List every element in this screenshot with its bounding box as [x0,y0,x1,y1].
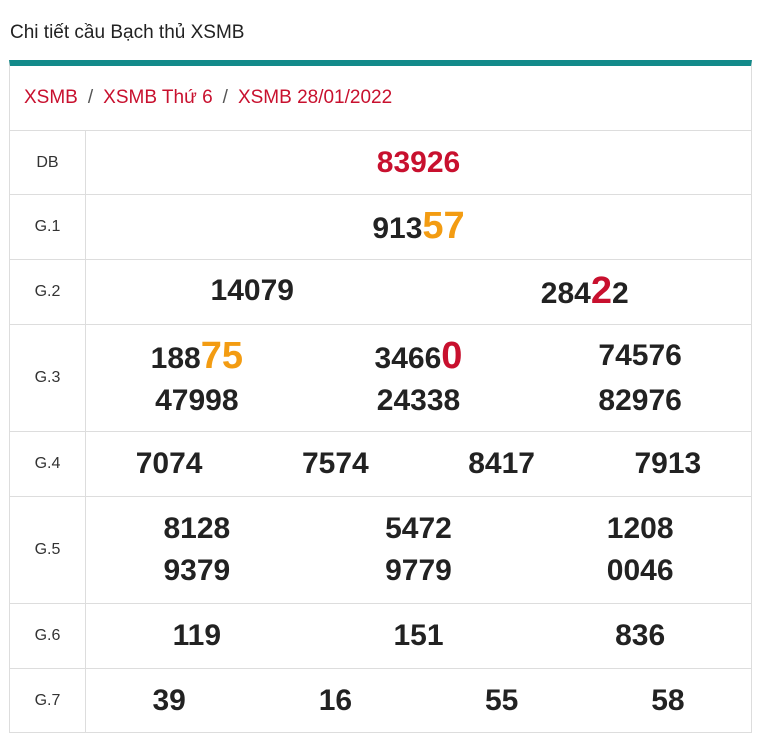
prize-number: 7913 [585,443,751,485]
breadcrumb-separator: / [87,87,94,108]
prize-number: 8128 [86,508,308,550]
prize-numbers: 91357 [86,195,751,259]
prize-number: 58 [585,680,751,722]
prize-number: 151 [308,615,530,657]
prize-label: G.7 [10,669,86,732]
prize-label: G.1 [10,195,86,259]
prize-number: 39 [86,680,252,722]
digits: 16 [318,683,353,717]
prize-numbers: 39 16 55 58 [86,669,751,732]
highlight-digits: 0 [441,334,463,377]
prize-number: 28422 [419,270,752,315]
prize-numbers: 8128 5472 1208 9379 9779 0046 [86,497,751,603]
prize-number: 24338 [308,380,530,422]
prize-row: DB 83926 [10,131,751,195]
breadcrumb-link[interactable]: XSMB Thứ 6 [103,87,213,108]
prize-numbers: 83926 [86,131,751,194]
highlight-digits: 75 [200,334,243,377]
prize-number: 119 [86,615,308,657]
prize-number: 91357 [86,205,751,250]
prize-label: G.6 [10,604,86,668]
prize-row: G.5 8128 5472 1208 9379 9779 0046 [10,497,751,604]
prize-number: 836 [529,615,751,657]
digits: 7574 [302,447,369,480]
digits: 74576 [598,338,682,372]
prize-number: 74576 [529,335,751,380]
prize-label: G.4 [10,432,86,496]
prize-number: 8417 [419,443,585,485]
prize-numbers: 18875 34660 74576 47998 24338 82976 [86,325,751,431]
digits: 3466 [374,341,442,375]
breadcrumb-link[interactable]: XSMB 28/01/2022 [237,87,393,108]
breadcrumb-link[interactable]: XSMB [24,87,78,108]
prize-numbers: 119 151 836 [86,604,751,668]
digits: 284 [540,276,591,310]
prize-row: G.7 39 16 55 58 [10,669,751,733]
digits: 14079 [210,273,294,307]
digits: 7913 [634,447,702,480]
prize-numbers: 7074 7574 8417 7913 [86,432,751,496]
prize-number: 1208 [529,508,751,550]
breadcrumb-separator: / [222,87,228,108]
digits: 47998 [155,383,239,417]
prize-number: 55 [419,680,585,722]
digits: 2 [612,276,629,310]
prize-number: 82976 [529,380,751,422]
digits: 9779 [385,554,452,587]
digits: 8128 [163,512,231,545]
prize-number: 16 [252,680,418,722]
page-title: Chi tiết cầu Bạch thủ XSMB [10,22,245,43]
prize-number: 34660 [308,335,530,380]
digits: 188 [150,341,201,375]
highlight-digits: 83926 [376,145,461,179]
digits: 24338 [376,383,461,417]
digits: 151 [393,619,444,652]
digits: 8417 [468,447,535,480]
results-panel: XSMB / XSMB Thứ 6 / XSMB 28/01/2022 DB 83926 G… [9,60,752,733]
breadcrumb: XSMB / XSMB Thứ 6 / XSMB 28/01/2022 [10,66,751,131]
prize-label: DB [10,131,86,194]
digits: 58 [651,683,685,717]
digits: 1208 [606,512,674,545]
prize-number: 7574 [252,443,418,485]
prize-number: 18875 [86,335,308,380]
prize-row: G.3 18875 34660 74576 47998 24338 82976 [10,325,751,432]
digits: 7074 [135,447,203,480]
prize-number: 9779 [308,550,530,592]
digits: 0046 [606,554,674,587]
prize-number: 0046 [529,550,751,592]
digits: 836 [615,619,666,652]
digits: 913 [372,211,423,245]
highlight-digits: 2 [590,269,612,312]
prize-row: G.1 91357 [10,195,751,260]
prize-row: G.6 119 151 836 [10,604,751,669]
prize-label: G.5 [10,497,86,603]
prize-number: 9379 [86,550,308,592]
prize-label: G.3 [10,325,86,431]
results-table: DB 83926 G.1 91357 G.2 14079 28422 G.3 18875 3466… [10,131,751,733]
digits: 119 [172,619,222,652]
prize-number: 7074 [86,443,252,485]
digits: 55 [484,683,519,717]
prize-numbers: 14079 28422 [86,260,751,324]
prize-label: G.2 [10,260,86,324]
digits: 9379 [163,554,231,587]
highlight-digits: 57 [422,204,465,247]
prize-number: 14079 [86,270,419,315]
digits: 5472 [385,512,452,545]
prize-number: 83926 [86,142,751,184]
prize-number: 47998 [86,380,308,422]
prize-row: G.4 7074 7574 8417 7913 [10,432,751,497]
prize-row: G.2 14079 28422 [10,260,751,325]
digits: 39 [152,683,186,717]
digits: 82976 [598,383,682,417]
prize-number: 5472 [308,508,530,550]
